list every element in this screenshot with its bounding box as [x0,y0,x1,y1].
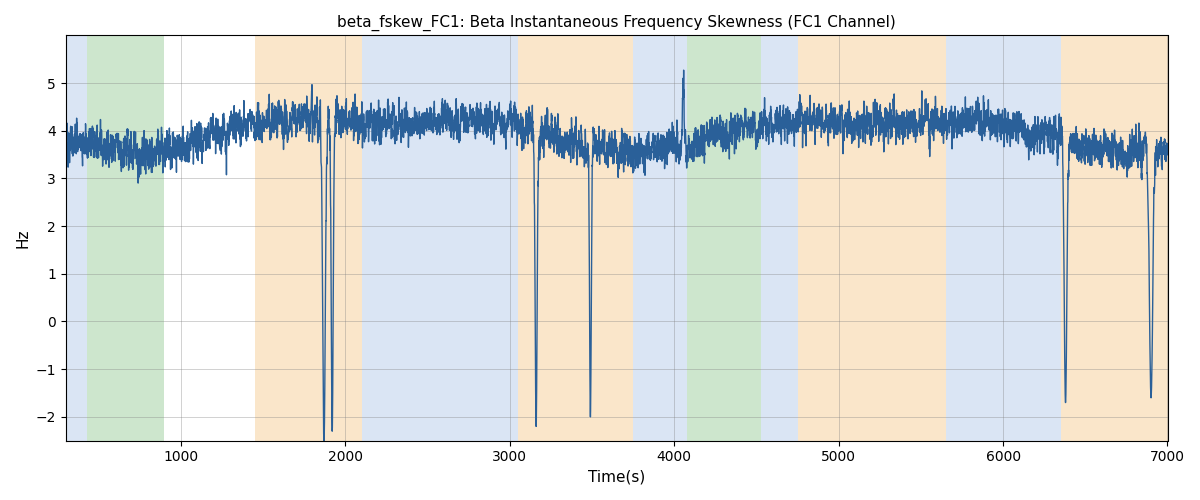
Bar [761,36,798,440]
Bar [798,36,946,440]
Bar [254,36,361,440]
Title: beta_fskew_FC1: Beta Instantaneous Frequency Skewness (FC1 Channel): beta_fskew_FC1: Beta Instantaneous Frequ… [337,15,896,31]
X-axis label: Time(s): Time(s) [588,470,646,485]
Bar [361,36,518,440]
Bar [66,36,88,440]
Bar [1061,36,1168,440]
Bar [946,36,1061,440]
Bar [88,36,164,440]
Y-axis label: Hz: Hz [16,228,30,248]
Bar [634,36,688,440]
Bar [518,36,634,440]
Bar [688,36,761,440]
